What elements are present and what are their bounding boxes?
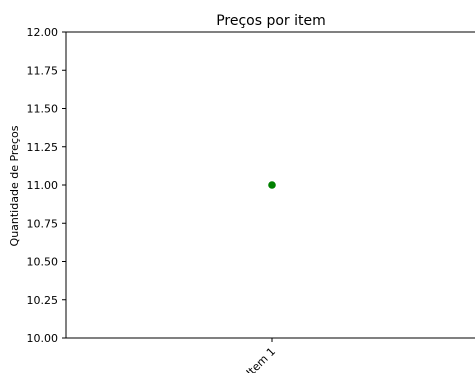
y-axis-label: Quantidade de Preços xyxy=(8,125,21,246)
y-tick-label: 11.75 xyxy=(27,64,59,77)
y-tick-label: 12.00 xyxy=(27,26,59,39)
data-point xyxy=(268,181,276,189)
x-tick-label: Item 1 xyxy=(244,345,278,373)
y-tick-label: 11.25 xyxy=(27,141,59,154)
y-tick-label: 10.75 xyxy=(27,217,59,230)
chart-title: Preços por item xyxy=(216,13,326,29)
y-tick-label: 11.00 xyxy=(27,179,59,192)
y-tick-label: 11.50 xyxy=(27,103,59,116)
y-tick-label: 10.00 xyxy=(27,332,59,345)
y-tick-label: 10.50 xyxy=(27,256,59,269)
y-tick-label: 10.25 xyxy=(27,294,59,307)
plot-area: 10.00 10.25 10.50 10.75 11.00 11.25 11.50 11.75… xyxy=(27,26,475,373)
